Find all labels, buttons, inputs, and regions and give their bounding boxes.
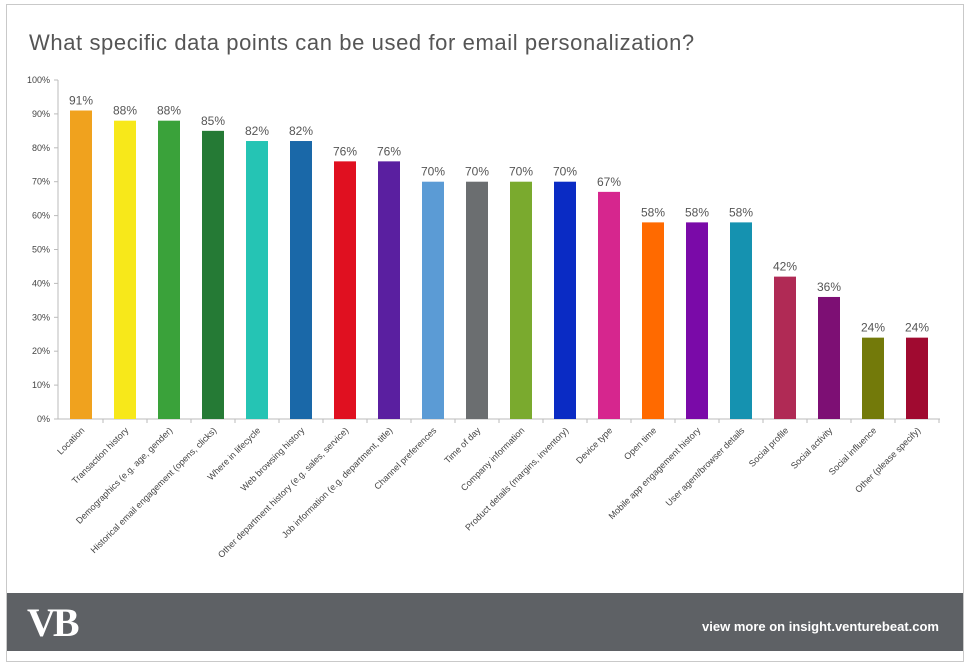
bar xyxy=(378,161,400,420)
x-tick-label: User agent/browser details xyxy=(664,425,747,508)
data-label: 82% xyxy=(289,124,313,138)
bar xyxy=(246,141,268,419)
data-label: 70% xyxy=(421,165,445,179)
data-label: 70% xyxy=(509,165,533,179)
insight-link[interactable]: view more on insight.venturebeat.com xyxy=(702,619,939,634)
bar xyxy=(510,181,532,419)
x-tick-label: Open time xyxy=(622,425,658,461)
bar xyxy=(422,181,444,419)
bar xyxy=(114,120,136,420)
bar xyxy=(818,296,840,419)
bar xyxy=(686,222,708,419)
data-label: 58% xyxy=(729,205,753,219)
data-label: 70% xyxy=(465,165,489,179)
bar xyxy=(334,161,356,420)
data-label: 88% xyxy=(157,104,181,118)
y-tick-label: 80% xyxy=(32,143,50,153)
data-label: 58% xyxy=(641,205,665,219)
bar xyxy=(730,222,752,419)
y-tick-label: 20% xyxy=(32,346,50,356)
bar xyxy=(862,337,884,419)
data-label: 82% xyxy=(245,124,269,138)
x-tick-label: Social activity xyxy=(789,425,835,471)
bar xyxy=(598,191,620,419)
y-tick-label: 30% xyxy=(32,312,50,322)
data-label: 42% xyxy=(773,260,797,274)
y-tick-label: 60% xyxy=(32,211,50,221)
x-tick-label: Mobile app engagement history xyxy=(607,425,703,521)
venturebeat-logo: VB xyxy=(27,600,80,645)
data-label: 88% xyxy=(113,104,137,118)
data-label: 76% xyxy=(333,144,357,158)
data-label: 76% xyxy=(377,144,401,158)
y-tick-label: 50% xyxy=(32,245,50,255)
data-label: 67% xyxy=(597,175,621,189)
x-tick-label: Demographics (e.g. age, gender) xyxy=(74,425,174,525)
y-tick-label: 100% xyxy=(27,75,50,85)
data-label: 36% xyxy=(817,280,841,294)
bar xyxy=(70,110,92,419)
data-label: 24% xyxy=(861,321,885,335)
x-tick-label: Location xyxy=(55,425,86,456)
data-label: 24% xyxy=(905,321,929,335)
data-label: 91% xyxy=(69,94,93,108)
data-label: 70% xyxy=(553,165,577,179)
y-tick-label: 90% xyxy=(32,109,50,119)
bar xyxy=(158,120,180,420)
footer-bar: VB view more on insight.venturebeat.com xyxy=(7,593,963,651)
chart-title: What specific data points can be used fo… xyxy=(29,30,695,55)
bar xyxy=(466,181,488,419)
bar xyxy=(774,276,796,419)
bar xyxy=(554,181,576,419)
bar xyxy=(202,130,224,419)
x-tick-label: Device type xyxy=(574,425,614,465)
bar xyxy=(906,337,928,419)
y-tick-label: 10% xyxy=(32,380,50,390)
data-label: 58% xyxy=(685,205,709,219)
y-tick-label: 70% xyxy=(32,177,50,187)
x-tick-label: Social profile xyxy=(747,425,791,469)
bar xyxy=(642,222,664,419)
y-tick-label: 0% xyxy=(37,414,50,424)
data-label: 85% xyxy=(201,114,225,128)
y-tick-label: 40% xyxy=(32,278,50,288)
x-tick-label: Time of day xyxy=(442,425,482,465)
bar xyxy=(290,141,312,419)
